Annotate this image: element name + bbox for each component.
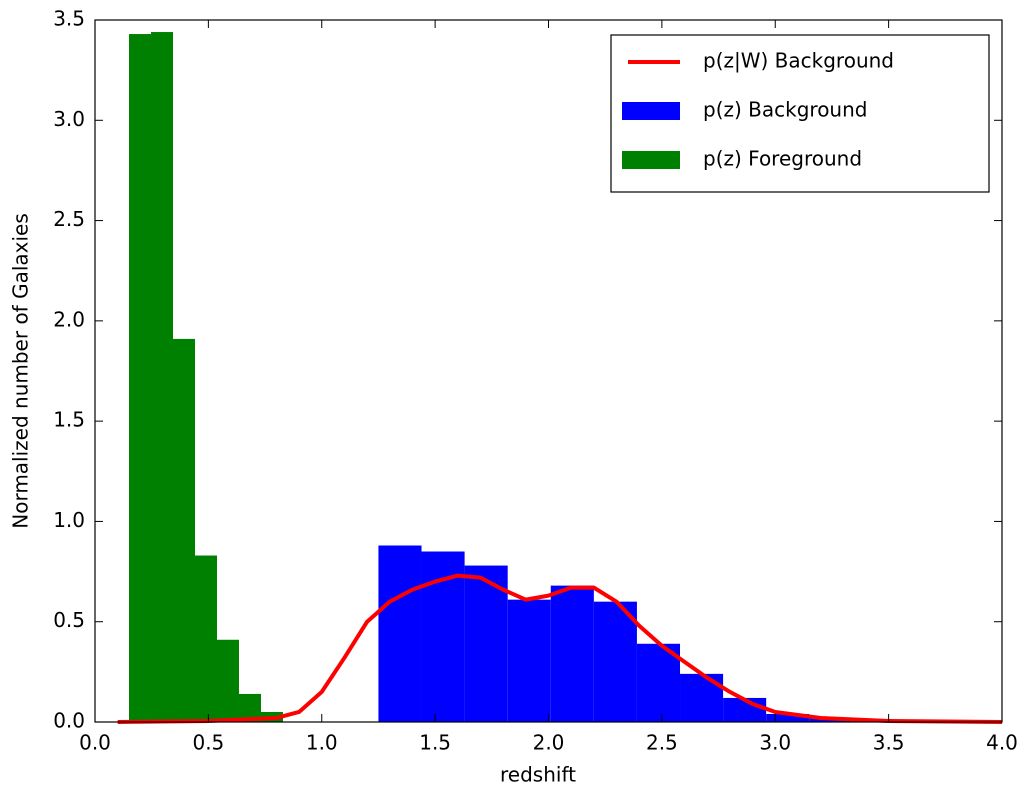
x-tick-label: 3.5 bbox=[873, 731, 905, 755]
legend-patch bbox=[622, 102, 680, 120]
y-tick-label: 3.5 bbox=[53, 7, 85, 31]
histogram-bar bbox=[550, 585, 594, 722]
histogram-bar bbox=[593, 601, 637, 722]
x-tick-label: 2.5 bbox=[646, 731, 678, 755]
histogram-bar bbox=[194, 555, 217, 722]
density-line bbox=[117, 573, 1003, 724]
y-tick-label: 0.5 bbox=[53, 608, 85, 632]
y-tick-label: 3.0 bbox=[53, 107, 85, 131]
legend-label: p(z) Background bbox=[703, 98, 867, 122]
histogram-bar bbox=[238, 693, 261, 722]
y-tick-label: 2.5 bbox=[53, 207, 85, 231]
legend-label: p(z|W) Background bbox=[703, 49, 894, 73]
x-axis-label: redshift bbox=[500, 763, 576, 787]
y-tick-label: 1.5 bbox=[53, 408, 85, 432]
y-axis-label: Normalized number of Galaxies bbox=[9, 213, 33, 529]
y-tick-label: 1.0 bbox=[53, 508, 85, 532]
histogram-bar bbox=[151, 32, 174, 722]
x-tick-label: 0.0 bbox=[79, 731, 111, 755]
x-tick-label: 1.0 bbox=[306, 731, 338, 755]
histogram-bar bbox=[507, 599, 551, 722]
y-tick-label: 0.0 bbox=[53, 709, 85, 733]
x-tick-label: 4.0 bbox=[986, 731, 1018, 755]
histogram-bar bbox=[464, 565, 508, 722]
histogram-bar bbox=[766, 713, 810, 722]
x-tick-label: 2.0 bbox=[533, 731, 565, 755]
legend-patch bbox=[622, 151, 680, 169]
histogram-bar bbox=[378, 545, 422, 722]
histogram-bar bbox=[173, 338, 195, 722]
histogram-bar bbox=[129, 34, 152, 723]
x-tick-label: 3.0 bbox=[759, 731, 791, 755]
x-tick-label: 1.5 bbox=[419, 731, 451, 755]
histogram-bar bbox=[636, 643, 681, 722]
histogram-bar bbox=[216, 639, 239, 722]
x-tick-label: 0.5 bbox=[192, 731, 224, 755]
legend-label: p(z) Foreground bbox=[703, 147, 862, 171]
y-tick-label: 2.0 bbox=[53, 307, 85, 331]
histogram-bar bbox=[680, 673, 724, 722]
